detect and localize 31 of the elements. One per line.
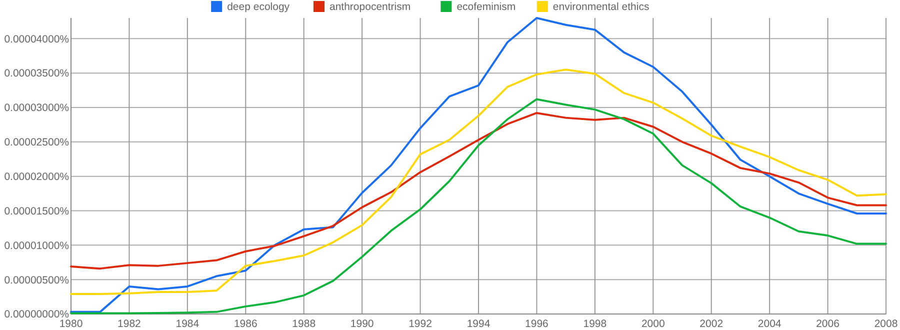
line-series	[70, 17, 887, 313]
legend-label: deep ecology	[227, 1, 290, 13]
y-tick-label: 0.00003000%	[4, 102, 69, 114]
x-tick-label: 1986	[234, 318, 258, 330]
x-tick-label: 1998	[583, 318, 607, 330]
legend-label: environmental ethics	[552, 1, 650, 13]
y-tick-label: 0.00003500%	[4, 68, 69, 80]
y-tick-label: 0.00001500%	[4, 205, 69, 218]
y-tick-label: 0.00002500%	[4, 136, 69, 149]
x-tick-label: 2000	[641, 318, 665, 330]
legend-label: anthropocentrism	[330, 1, 411, 13]
x-tick-label: 1984	[176, 318, 200, 330]
x-tick-label: 2006	[816, 318, 840, 330]
y-tick-label: 0.00001000%	[4, 240, 69, 252]
x-tick-label: 2008	[874, 318, 898, 330]
x-tick-label: 1992	[408, 318, 432, 330]
y-tick-label: 0.00000500%	[4, 274, 69, 286]
y-tick-label: 0.00000000%	[4, 308, 69, 321]
x-tick-label: 1982	[118, 318, 142, 330]
x-tick-label: 1988	[292, 318, 316, 330]
x-tick-label: 2004	[758, 318, 782, 330]
x-tick-label: 1994	[466, 318, 490, 330]
x-tick-label: 1990	[350, 318, 374, 330]
x-tick-label: 2002	[700, 318, 724, 330]
x-tick-label: 1980	[59, 318, 83, 330]
y-tick-label: 0.00004000%	[4, 33, 69, 46]
x-tick-label: 1996	[525, 318, 549, 330]
line-series	[70, 112, 887, 270]
y-tick-label: 0.00002000%	[4, 171, 69, 183]
legend-label: ecofeminism	[456, 1, 516, 13]
line-series	[70, 68, 887, 296]
